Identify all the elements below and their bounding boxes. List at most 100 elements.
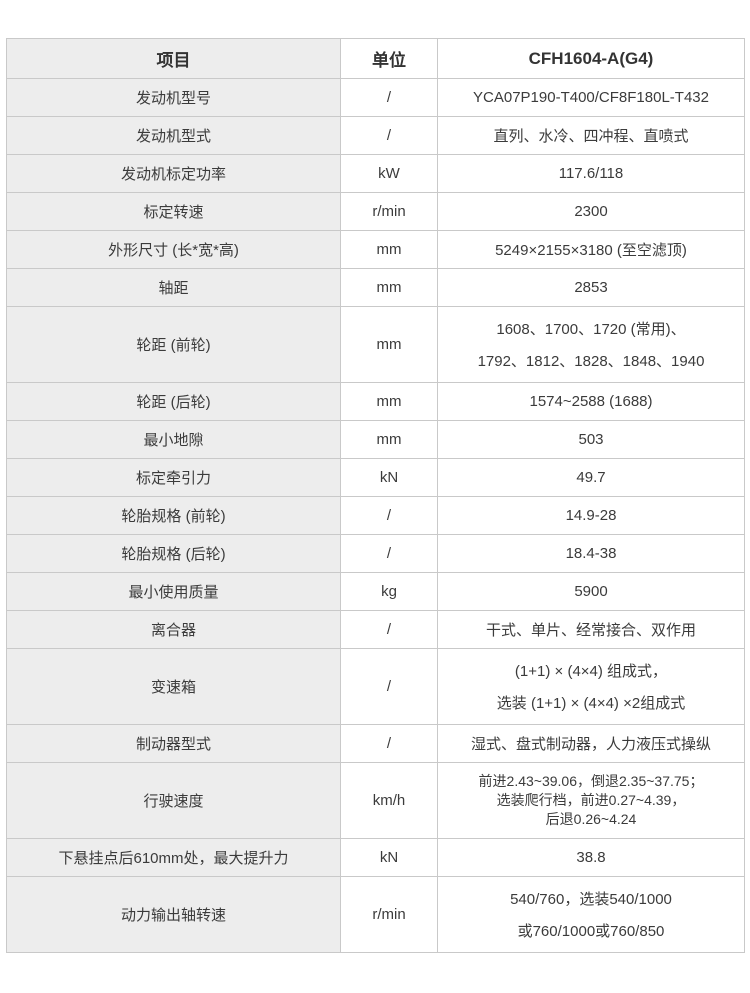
row-value: (1+1) × (4×4) 组成式， 选装 (1+1) × (4×4) ×2组成式 [437, 648, 745, 725]
row-value-lines: 540/760，选装540/1000 或760/1000或760/850 [444, 878, 738, 952]
row-value-line: 后退0.26~4.24 [545, 811, 637, 827]
row-unit: / [340, 496, 438, 535]
row-unit: kN [340, 458, 438, 497]
row-item-label: 离合器 [6, 610, 341, 649]
column-header-unit: 单位 [340, 38, 438, 79]
row-unit: kg [340, 572, 438, 611]
table-row: 轴距 mm 2853 [6, 268, 745, 307]
table-row: 离合器 / 干式、单片、经常接合、双作用 [6, 610, 745, 649]
table-row: 发动机型式 / 直列、水冷、四冲程、直喷式 [6, 116, 745, 155]
row-value: 14.9-28 [437, 496, 745, 535]
row-value-lines: 1574~2588 (1688) [444, 384, 738, 420]
column-header-item: 项目 [6, 38, 341, 79]
row-value-line: 1574~2588 (1688) [529, 393, 653, 410]
row-value-line: 117.6/118 [558, 165, 624, 182]
row-value-line: 干式、单片、经常接合、双作用 [485, 622, 696, 639]
table-row: 发动机型号 / YCA07P190-T400/CF8F180L-T432 [6, 78, 745, 117]
row-value-line: 503 [578, 431, 604, 448]
row-unit: / [340, 610, 438, 649]
row-unit: / [340, 78, 438, 117]
row-value-lines: 18.4-38 [444, 536, 738, 572]
row-item-label: 发动机型式 [6, 116, 341, 155]
row-item-label: 行驶速度 [6, 762, 341, 839]
row-value-line: 5249×2155×3180 (至空滤顶) [495, 242, 687, 259]
row-value-line: 49.7 [576, 469, 606, 486]
row-value-lines: 5249×2155×3180 (至空滤顶) [444, 232, 738, 268]
row-item-label: 标定转速 [6, 192, 341, 231]
row-value-line: 2300 [574, 203, 608, 220]
row-value-line: 前进2.43~39.06，倒退2.35~37.75； [478, 773, 704, 789]
row-value: 49.7 [437, 458, 745, 497]
row-value: YCA07P190-T400/CF8F180L-T432 [437, 78, 745, 117]
row-item-label: 变速箱 [6, 648, 341, 725]
table-header-row: 项目 单位 CFH1604-A(G4) [6, 38, 745, 79]
row-unit: / [340, 534, 438, 573]
row-value-line: 1792、1812、1828、1848、1940 [477, 353, 705, 370]
row-value-lines: 直列、水冷、四冲程、直喷式 [444, 118, 738, 154]
table-row: 变速箱 / (1+1) × (4×4) 组成式， 选装 (1+1) × (4×4) ×… [6, 648, 745, 725]
row-unit: / [340, 724, 438, 763]
row-value: 干式、单片、经常接合、双作用 [437, 610, 745, 649]
row-item-label: 最小使用质量 [6, 572, 341, 611]
row-unit: kW [340, 154, 438, 193]
row-value-lines: 38.8 [444, 840, 738, 876]
row-item-label: 下悬挂点后610mm处，最大提升力 [6, 838, 341, 877]
table-row: 最小使用质量 kg 5900 [6, 572, 745, 611]
row-value: 503 [437, 420, 745, 459]
row-value-line: 直列、水冷、四冲程、直喷式 [493, 128, 689, 145]
table-row: 最小地隙 mm 503 [6, 420, 745, 459]
table-row: 轮距 (前轮) mm 1608、1700、1720 (常用)、 1792、1812、1… [6, 306, 745, 383]
table-row: 轮距 (后轮) mm 1574~2588 (1688) [6, 382, 745, 421]
row-value-lines: (1+1) × (4×4) 组成式， 选装 (1+1) × (4×4) ×2组成式 [444, 650, 738, 724]
row-item-label: 制动器型式 [6, 724, 341, 763]
row-value-lines: YCA07P190-T400/CF8F180L-T432 [444, 80, 738, 116]
table-row: 发动机标定功率 kW 117.6/118 [6, 154, 745, 193]
row-item-label: 轮胎规格 (后轮) [6, 534, 341, 573]
table-row: 行驶速度 km/h 前进2.43~39.06，倒退2.35~37.75； 选装爬行档，… [6, 762, 745, 839]
row-value: 5900 [437, 572, 745, 611]
row-item-label: 动力输出轴转速 [6, 876, 341, 953]
table-row: 下悬挂点后610mm处，最大提升力 kN 38.8 [6, 838, 745, 877]
table-row: 标定转速 r/min 2300 [6, 192, 745, 231]
row-value-line: 38.8 [576, 849, 606, 866]
row-value-lines: 117.6/118 [444, 156, 738, 192]
row-unit: / [340, 116, 438, 155]
row-value-line: 14.9-28 [565, 507, 617, 524]
row-value-lines: 2300 [444, 194, 738, 230]
row-item-label: 标定牵引力 [6, 458, 341, 497]
row-value-lines: 14.9-28 [444, 498, 738, 534]
row-item-label: 轴距 [6, 268, 341, 307]
row-item-label: 轮胎规格 (前轮) [6, 496, 341, 535]
column-header-model: CFH1604-A(G4) [437, 38, 745, 79]
row-value: 湿式、盘式制动器，人力液压式操纵 [437, 724, 745, 763]
row-value-line: (1+1) × (4×4) 组成式， [514, 663, 668, 680]
row-value-line: 18.4-38 [565, 545, 617, 562]
row-value-line: 湿式、盘式制动器，人力液压式操纵 [470, 736, 711, 753]
row-value: 540/760，选装540/1000 或760/1000或760/850 [437, 876, 745, 953]
row-value-line: 540/760，选装540/1000 [510, 891, 672, 908]
row-item-label: 轮距 (后轮) [6, 382, 341, 421]
row-value: 1574~2588 (1688) [437, 382, 745, 421]
row-value-line: 或760/1000或760/850 [517, 923, 665, 940]
row-value: 38.8 [437, 838, 745, 877]
row-value: 117.6/118 [437, 154, 745, 193]
row-value-line: 选装爬行档，前进0.27~4.39， [496, 792, 686, 808]
row-value-lines: 503 [444, 422, 738, 458]
row-unit: mm [340, 420, 438, 459]
row-value: 2300 [437, 192, 745, 231]
table-row: 轮胎规格 (后轮)/ 18.4-38 [6, 534, 745, 573]
row-unit: km/h [340, 762, 438, 839]
row-value-lines: 2853 [444, 270, 738, 306]
row-value: 2853 [437, 268, 745, 307]
row-value-line: 1608、1700、1720 (常用)、 [496, 321, 686, 338]
row-item-label: 发动机标定功率 [6, 154, 341, 193]
row-item-label: 发动机型号 [6, 78, 341, 117]
row-value: 18.4-38 [437, 534, 745, 573]
row-value-line: 选装 (1+1) × (4×4) ×2组成式 [496, 695, 686, 712]
row-item-label: 外形尺寸 (长*宽*高) [6, 230, 341, 269]
table-row: 制动器型式 / 湿式、盘式制动器，人力液压式操纵 [6, 724, 745, 763]
row-unit: mm [340, 306, 438, 383]
row-value-lines: 湿式、盘式制动器，人力液压式操纵 [444, 726, 738, 762]
table-row: 轮胎规格 (前轮)/ 14.9-28 [6, 496, 745, 535]
